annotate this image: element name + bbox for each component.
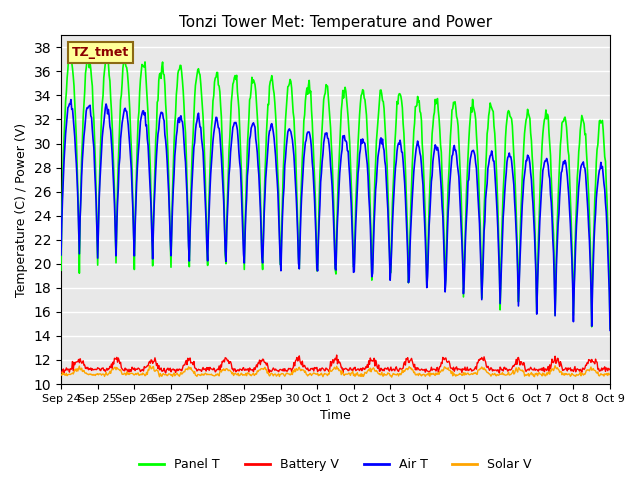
Legend: Panel T, Battery V, Air T, Solar V: Panel T, Battery V, Air T, Solar V [134, 453, 537, 476]
Y-axis label: Temperature (C) / Power (V): Temperature (C) / Power (V) [15, 122, 28, 297]
Title: Tonzi Tower Met: Temperature and Power: Tonzi Tower Met: Temperature and Power [179, 15, 492, 30]
Text: TZ_tmet: TZ_tmet [72, 46, 129, 59]
X-axis label: Time: Time [320, 409, 351, 422]
